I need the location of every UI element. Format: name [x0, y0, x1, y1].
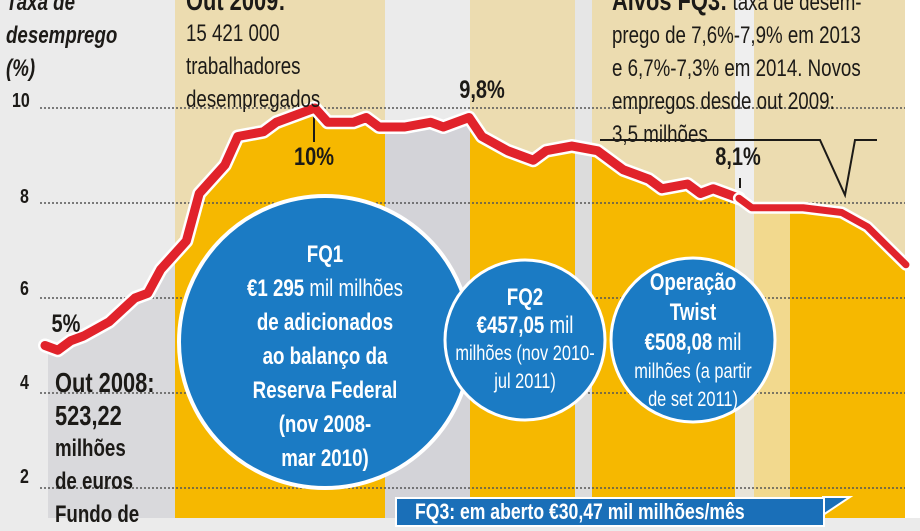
twist-circle — [609, 256, 777, 424]
note-heading: Out 2009: — [186, 0, 286, 16]
fq2-circle — [443, 258, 607, 422]
twist-unit: mil — [717, 329, 742, 356]
fq3-targets-note: Alvos FQ3: taxa de desem- prego de 7,6%-… — [612, 0, 862, 151]
note-line: prego de 7,6%-7,9% em 2013 — [612, 22, 861, 49]
twist-text: Operação Twist €508,08 mil milhões (a pa… — [634, 268, 751, 414]
fq2-amount: €457,05 — [476, 312, 545, 339]
y-tick-10: 10 — [12, 90, 30, 112]
fq1-line: de adicionados — [256, 309, 394, 336]
fq2-title: FQ2 — [506, 284, 544, 311]
fq1-text: FQ1 €1 295 mil milhões de adicionados ao… — [247, 238, 403, 476]
note-line: milhões — [55, 435, 126, 462]
axis-title-line: (%) — [6, 55, 36, 82]
note-heading: Alvos FQ3: — [612, 0, 728, 16]
twist-amount: €508,08 — [644, 329, 713, 356]
fq1-unit: mil milhões — [309, 275, 404, 302]
note-line: Fundo de — [55, 501, 140, 528]
twist-title: Operação — [649, 269, 737, 296]
series-lines — [38, 101, 912, 358]
fq3-banner-text: FQ3: em aberto €30,47 mil milhões/mês — [415, 499, 745, 524]
axis-title-line: desemprego — [6, 22, 118, 49]
fq1-line: Reserva Federal — [252, 377, 398, 404]
fq1-title: FQ1 — [306, 241, 344, 268]
note-line: taxa de desem- — [732, 0, 862, 16]
y-tick-4: 4 — [20, 372, 29, 394]
twist-line: de set 2011) — [648, 388, 738, 411]
note-line: 3,5 milhões — [612, 121, 708, 148]
y-tick-2: 2 — [20, 466, 29, 488]
y-axis-title: Taxa de desemprego (%) — [6, 0, 117, 85]
bracket-marker — [600, 139, 877, 199]
fq1-line: (nov 2008- — [278, 411, 372, 438]
start-label: 5% — [51, 310, 81, 338]
note-heading: Out 2008: — [55, 367, 155, 398]
band-upper — [0, 0, 48, 518]
note-line: de euros — [55, 468, 134, 495]
y-tick-6: 6 — [20, 278, 29, 300]
fq3-banner: FQ3: em aberto €30,47 mil milhões/mês — [395, 497, 825, 527]
twist-line: milhões (a partir — [634, 360, 752, 383]
out-2009-note: Out 2009: 15 421 000 trabalhadores desem… — [186, 0, 320, 116]
note-line: trabalhadores — [186, 53, 301, 80]
fq1-amount: €1 295 — [246, 275, 305, 302]
out-2008-note: Out 2008: 523,22 milhões de euros Fundo … — [55, 366, 155, 531]
fq1-line: mar 2010) — [281, 445, 369, 472]
latest-label: 8,1% — [715, 143, 761, 171]
projection-line — [735, 194, 910, 269]
note-line: desempregados — [186, 86, 321, 113]
note-line: 15 421 000 — [186, 20, 280, 47]
fq2-line: jul 2011) — [494, 370, 556, 393]
axis-title-line: Taxa de — [6, 0, 76, 16]
note-line: e 6,7%-7,3% em 2014. Novos — [612, 55, 861, 82]
fq2-text: FQ2 €457,05 mil milhões (nov 2010- jul 2… — [455, 284, 594, 396]
band-upper — [905, 0, 920, 518]
fq1-line: ao balanço da — [262, 343, 388, 370]
unemployment-line — [40, 103, 744, 355]
y-tick-8: 8 — [20, 186, 29, 208]
note-line: 523,22 — [55, 400, 122, 431]
fq2-unit: mil — [549, 312, 574, 339]
second-peak-label: 9,8% — [459, 76, 505, 104]
unemployment-chart — [0, 0, 920, 518]
peak-label: 10% — [293, 143, 335, 171]
twist-title: Twist — [669, 299, 717, 326]
program-circles — [177, 194, 777, 490]
band-lower — [905, 108, 906, 518]
fq2-line: milhões (nov 2010- — [455, 342, 595, 365]
note-line: empregos desde out 2009: — [612, 88, 835, 115]
